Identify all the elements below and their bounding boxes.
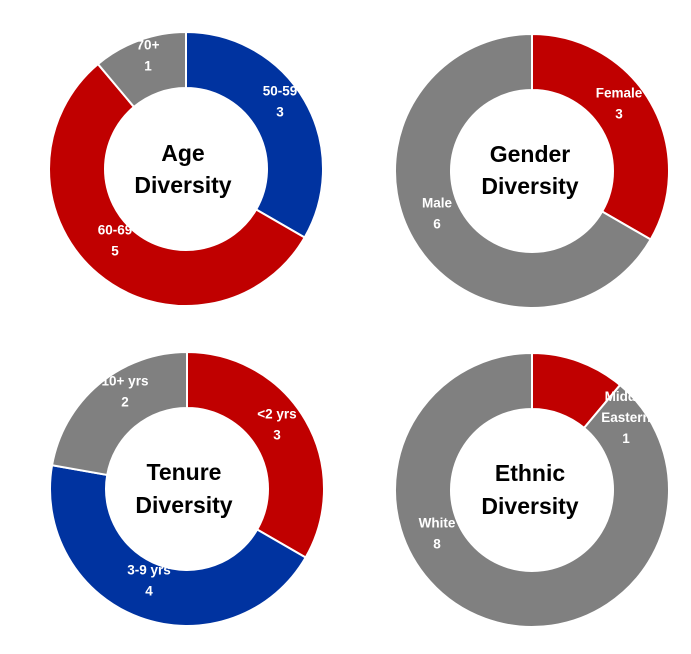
tenure-diversity-donut: Tenure Diversity <2 yrs 3 3-9 yrs 4 10+ yrs 2 <box>49 350 325 627</box>
data-label-line: 70+ <box>137 38 160 53</box>
data-label-line: 50-59 <box>263 84 298 99</box>
data-label-60-69: 60-69 5 <box>98 223 133 259</box>
gender-title-line1: Gender <box>490 141 571 167</box>
data-label-line: 2 <box>121 395 129 410</box>
data-label-line: Eastern <box>601 410 651 425</box>
tenure-title-line2: Diversity <box>135 492 232 518</box>
data-label-line: 6 <box>433 217 441 232</box>
slice-10-yrs <box>50 350 188 477</box>
tenure-title-line1: Tenure <box>147 459 222 485</box>
slice-50-59 <box>185 30 324 239</box>
data-label-middle-eastern: Middle Eastern 1 <box>601 389 651 446</box>
data-label-line: 1 <box>622 431 630 446</box>
data-label-line: 8 <box>433 537 441 552</box>
ethnic-title-line2: Diversity <box>481 493 578 519</box>
data-label-line: 1 <box>144 59 152 74</box>
data-label-line: Male <box>422 196 453 211</box>
data-label-line: 5 <box>111 244 119 259</box>
data-label-70: 70+ 1 <box>137 38 160 74</box>
data-label-line: 3 <box>273 428 281 443</box>
data-label-line: 10+ yrs <box>102 374 149 389</box>
data-label-line: White <box>419 516 456 531</box>
data-label-line: Female <box>596 86 643 101</box>
age-diversity-donut: Age Diversity 50-59 360-69 570+ 1 <box>48 30 324 308</box>
data-label-50-59: 50-59 3 <box>263 84 298 120</box>
gender-diversity-donut: Gender Diversity Female 3 Male 6 <box>394 32 670 309</box>
slice-female <box>531 32 670 241</box>
data-label-line: Middle <box>605 389 648 404</box>
slice-60-69 <box>48 62 307 308</box>
data-label-male: Male 6 <box>422 196 453 232</box>
slice-male <box>394 32 653 309</box>
data-label-white: White 8 <box>419 516 456 552</box>
data-label-2-yrs: <2 yrs 3 <box>257 407 296 443</box>
data-label-line: 60-69 <box>98 223 133 238</box>
data-label-10-yrs: 10+ yrs 2 <box>102 374 149 410</box>
data-label-line: 4 <box>145 584 153 599</box>
data-label-line: 3 <box>276 105 284 120</box>
gender-title-line2: Diversity <box>481 173 578 199</box>
age-title-line2: Diversity <box>134 172 231 198</box>
slice-2-yrs <box>186 350 325 559</box>
slice-3-9-yrs <box>49 464 308 627</box>
data-label-line: 3 <box>615 107 623 122</box>
ethnic-diversity-donut: Ethnic Diversity Middle Eastern 1 White 8 <box>394 351 670 628</box>
data-label-line: 3-9 yrs <box>127 563 171 578</box>
data-label-female: Female 3 <box>596 86 643 122</box>
age-title-line1: Age <box>161 140 204 166</box>
slice-70 <box>96 30 187 109</box>
data-label-line: <2 yrs <box>257 407 296 422</box>
data-label-3-9-yrs: 3-9 yrs 4 <box>127 563 171 599</box>
ethnic-title-line1: Ethnic <box>495 460 565 486</box>
slice-white <box>394 351 670 628</box>
